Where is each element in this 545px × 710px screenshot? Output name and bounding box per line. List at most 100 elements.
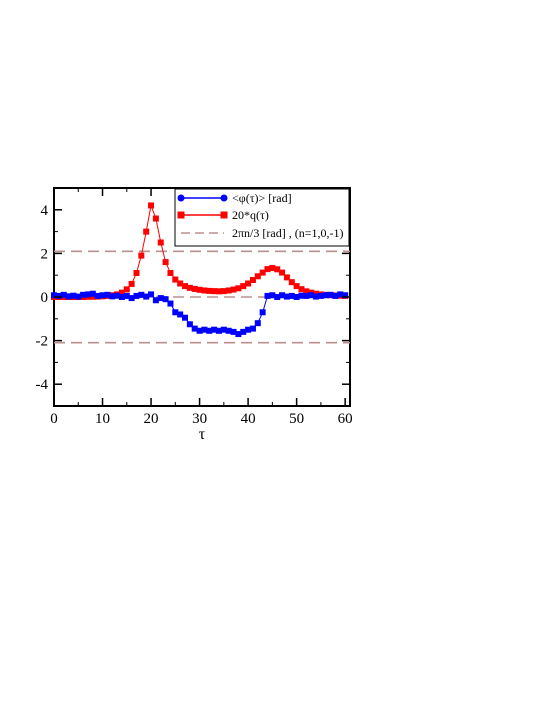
data-point-q [298, 286, 305, 293]
data-point-phi [337, 291, 344, 298]
data-point-q [264, 266, 271, 273]
data-point-phi [259, 309, 266, 316]
data-point-phi [283, 293, 290, 300]
x-tick-label: 50 [289, 411, 304, 427]
x-tick-label: 40 [241, 411, 256, 427]
data-point-q [191, 285, 198, 292]
data-point-q [235, 285, 242, 292]
legend-marker-phi-end [220, 194, 228, 202]
data-point-phi [201, 326, 208, 333]
data-point-q [230, 286, 237, 293]
data-point-phi [327, 291, 334, 298]
data-point-q [89, 293, 96, 300]
data-point-phi [157, 295, 164, 302]
data-point-q [182, 283, 189, 290]
data-point-q [283, 274, 290, 281]
data-point-q [269, 265, 276, 272]
data-point-phi [152, 297, 159, 304]
data-point-phi [206, 327, 213, 334]
data-point-q [143, 228, 150, 235]
data-point-phi [123, 292, 130, 299]
data-point-phi [220, 326, 227, 333]
data-point-q [254, 273, 261, 280]
data-point-phi [303, 292, 310, 299]
data-point-q [279, 269, 286, 276]
data-point-phi [75, 293, 82, 300]
data-point-phi [70, 292, 77, 299]
data-point-q [162, 259, 169, 266]
data-point-phi [317, 292, 324, 299]
data-point-phi [128, 295, 135, 302]
data-point-phi [118, 294, 125, 300]
data-point-phi [94, 292, 101, 299]
data-point-phi [186, 321, 193, 328]
data-point-q [123, 286, 130, 293]
data-point-phi [313, 293, 320, 300]
data-point-q [288, 279, 295, 286]
data-point-q [249, 276, 256, 283]
legend-marker-phi [177, 194, 185, 202]
data-point-phi [308, 292, 315, 299]
data-point-phi [148, 291, 155, 298]
data-point-phi [225, 327, 232, 334]
data-point-q [303, 288, 310, 295]
data-point-q [128, 280, 135, 287]
x-tick-label: 0 [50, 411, 58, 427]
data-point-phi [55, 292, 62, 299]
data-point-q [206, 287, 213, 294]
data-point-q [138, 252, 145, 259]
data-point-q [196, 286, 203, 293]
data-point-phi [215, 327, 222, 334]
data-point-phi [84, 291, 91, 298]
data-point-q [133, 270, 140, 277]
y-tick-label: -4 [36, 377, 49, 393]
data-point-phi [293, 294, 300, 300]
data-point-q [274, 266, 281, 273]
data-point-q [211, 288, 218, 295]
legend-marker-q-end [220, 211, 228, 219]
data-point-phi [80, 291, 87, 298]
data-point-q [186, 284, 193, 291]
legend-label-ref: 2πn/3 [rad] , (n=1,0,-1) [232, 226, 343, 240]
x-axis-label: τ [199, 426, 206, 443]
legend-label-q: 20*q(τ) [232, 208, 269, 222]
data-point-phi [211, 326, 218, 333]
data-point-phi [230, 328, 237, 335]
data-point-q [293, 283, 300, 290]
data-point-phi [274, 294, 281, 300]
data-point-q [157, 239, 164, 246]
data-point-q [245, 280, 252, 287]
data-point-phi [104, 291, 111, 298]
y-tick-label: 2 [41, 246, 49, 262]
data-point-phi [245, 326, 252, 333]
data-point-phi [172, 309, 179, 316]
data-point-phi [196, 327, 203, 334]
data-point-q [152, 215, 159, 222]
data-point-phi [133, 292, 140, 299]
data-point-phi [322, 292, 329, 299]
x-tick-label: 10 [95, 411, 110, 427]
data-point-phi [138, 291, 145, 298]
data-point-phi [99, 292, 106, 299]
data-point-phi [249, 325, 256, 332]
data-point-phi [114, 292, 121, 299]
y-tick-label: 0 [41, 290, 49, 306]
data-point-phi [269, 292, 276, 299]
legend-marker-q [177, 211, 185, 219]
data-point-q [220, 288, 227, 295]
data-point-phi [254, 320, 261, 327]
data-point-q [259, 269, 266, 276]
data-point-q [118, 289, 125, 296]
data-point-phi [162, 296, 169, 303]
data-point-phi [332, 292, 339, 299]
data-point-phi [65, 293, 72, 300]
data-point-phi [191, 325, 198, 332]
data-point-q [240, 283, 247, 290]
y-tick-label: -2 [36, 334, 49, 350]
data-point-phi [182, 314, 189, 321]
data-point-phi [240, 328, 247, 335]
data-point-q [167, 270, 174, 277]
data-point-q [225, 287, 232, 294]
x-tick-label: 30 [192, 411, 207, 427]
data-point-q [215, 288, 222, 295]
